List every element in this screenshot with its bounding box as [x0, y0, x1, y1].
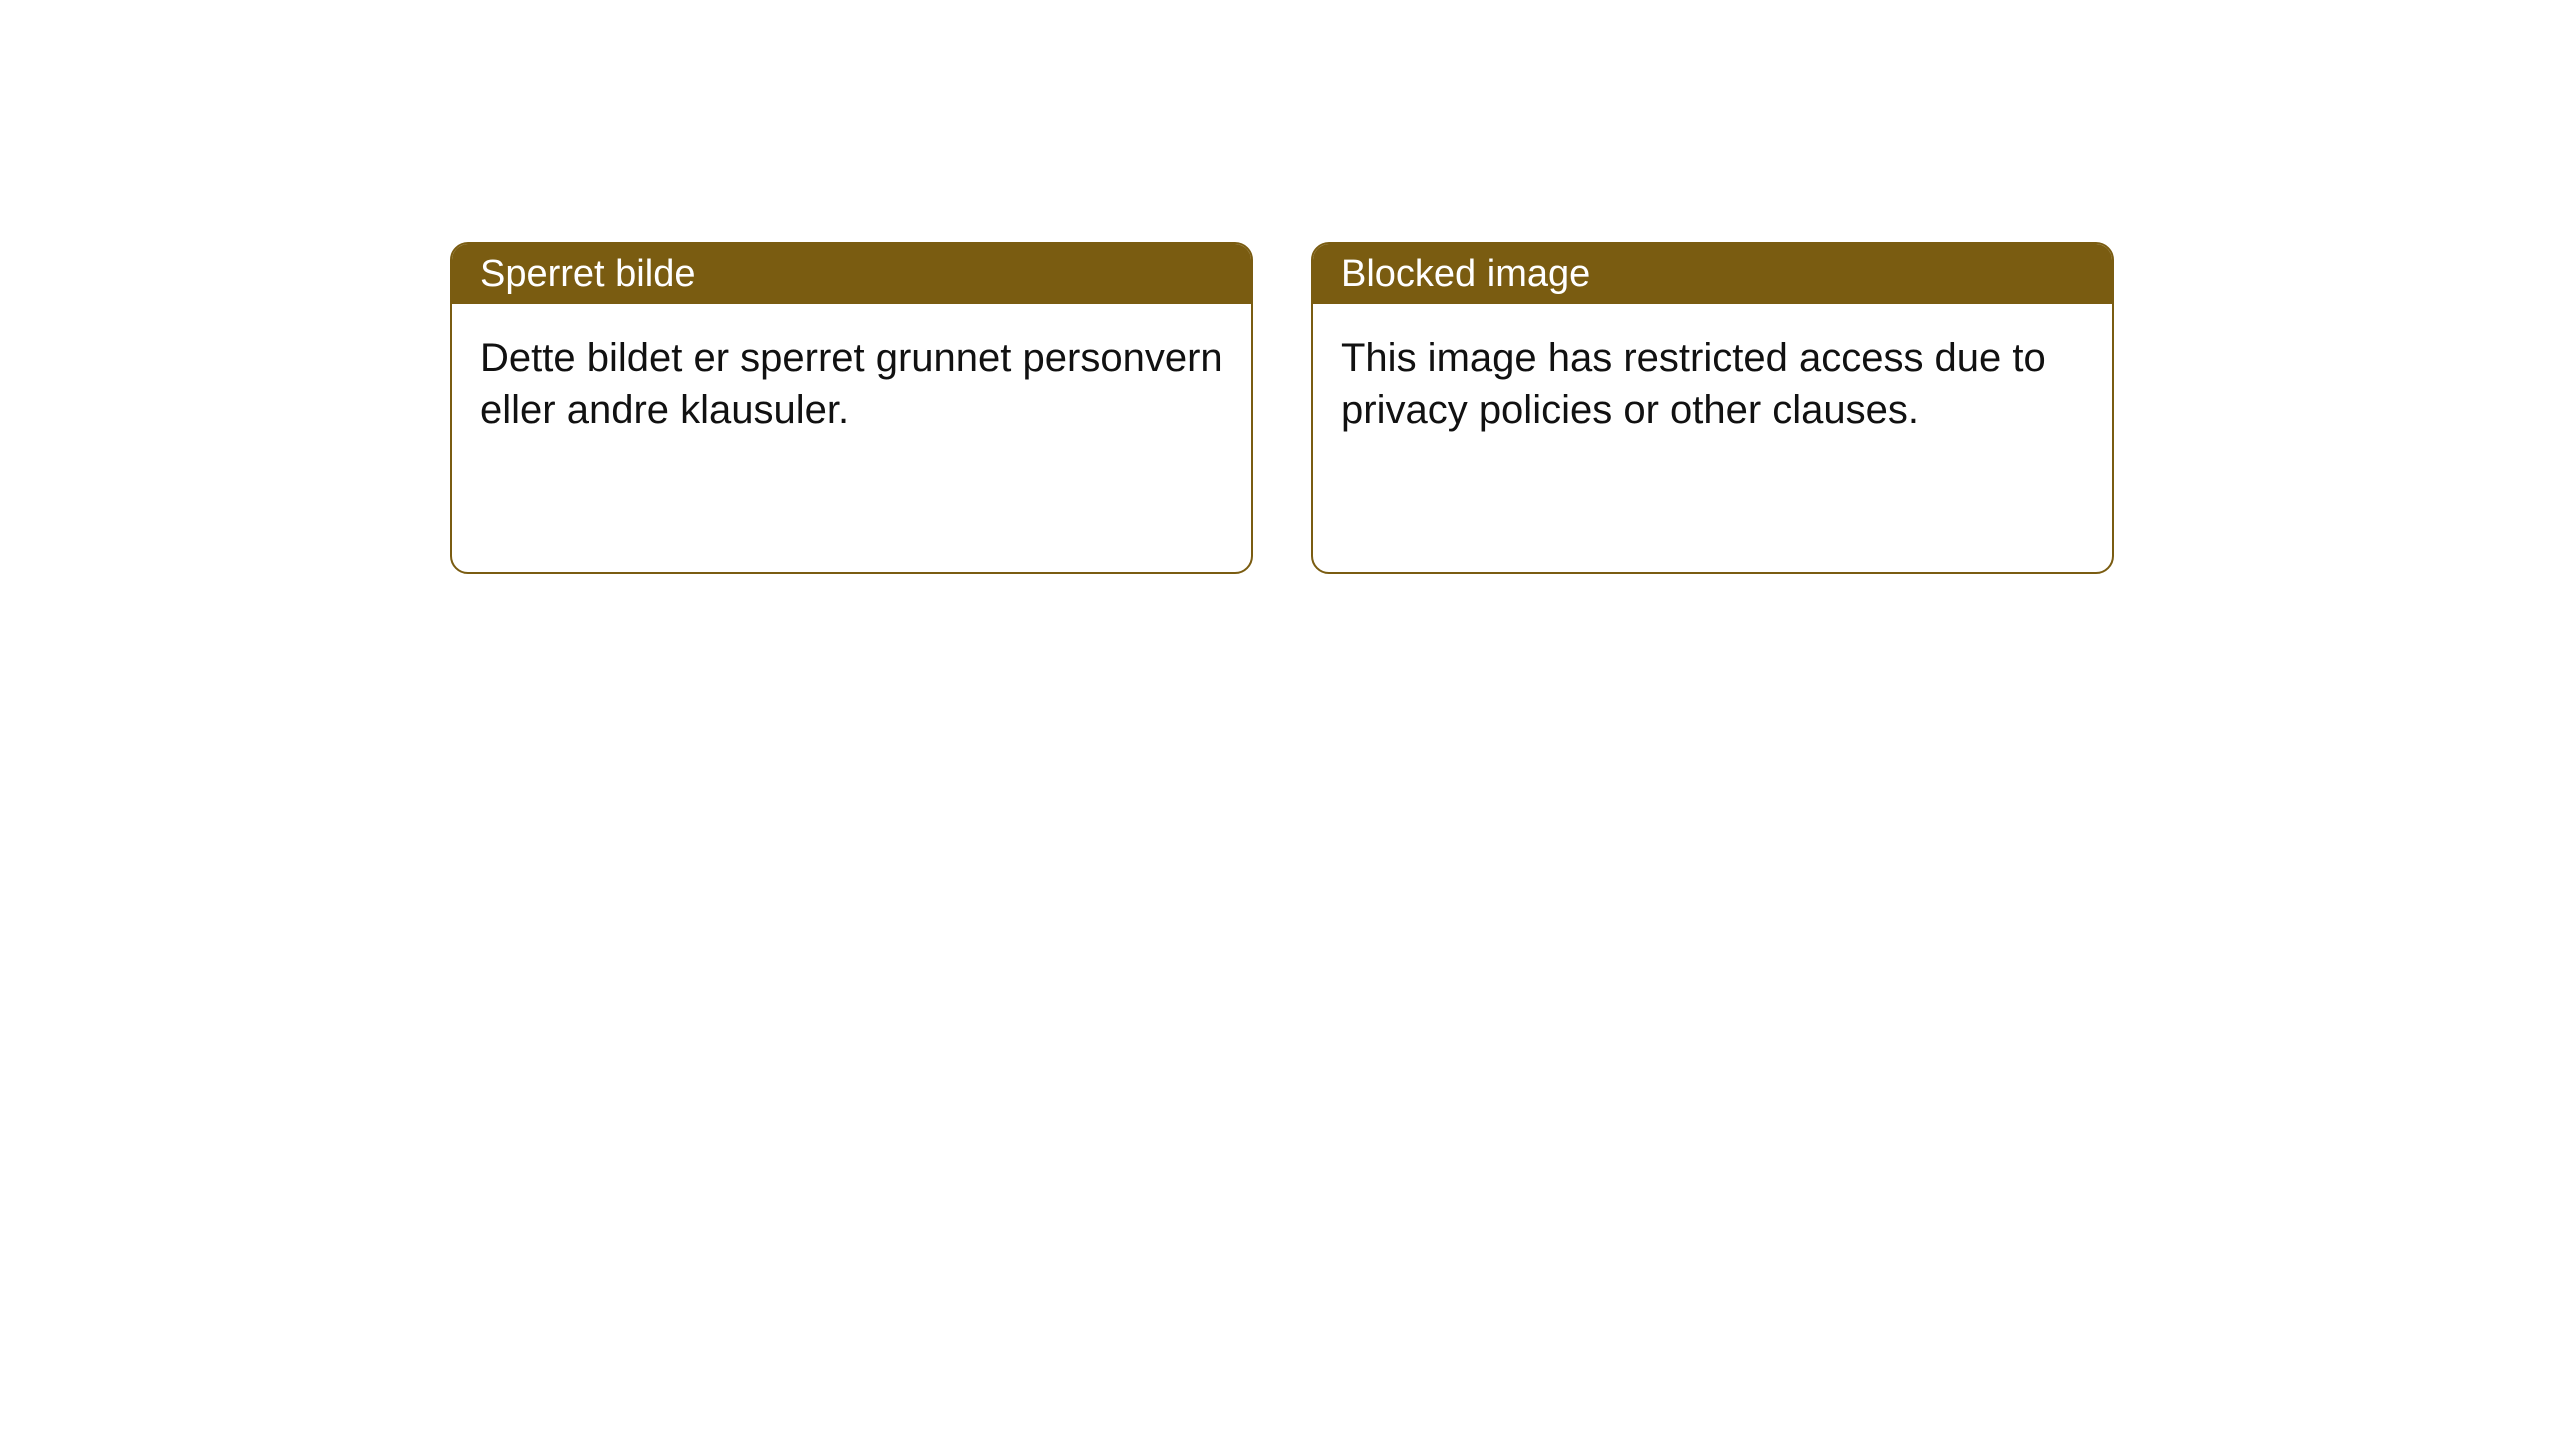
notice-text: Dette bildet er sperret grunnet personve… — [480, 336, 1223, 432]
notice-body: Dette bildet er sperret grunnet personve… — [452, 304, 1251, 464]
notice-container: Sperret bilde Dette bildet er sperret gr… — [0, 0, 2560, 574]
notice-header: Blocked image — [1313, 244, 2112, 304]
notice-header: Sperret bilde — [452, 244, 1251, 304]
notice-text: This image has restricted access due to … — [1341, 336, 2046, 432]
notice-title: Blocked image — [1341, 253, 1590, 296]
notice-box-english: Blocked image This image has restricted … — [1311, 242, 2114, 574]
notice-body: This image has restricted access due to … — [1313, 304, 2112, 464]
notice-box-norwegian: Sperret bilde Dette bildet er sperret gr… — [450, 242, 1253, 574]
notice-title: Sperret bilde — [480, 253, 695, 296]
